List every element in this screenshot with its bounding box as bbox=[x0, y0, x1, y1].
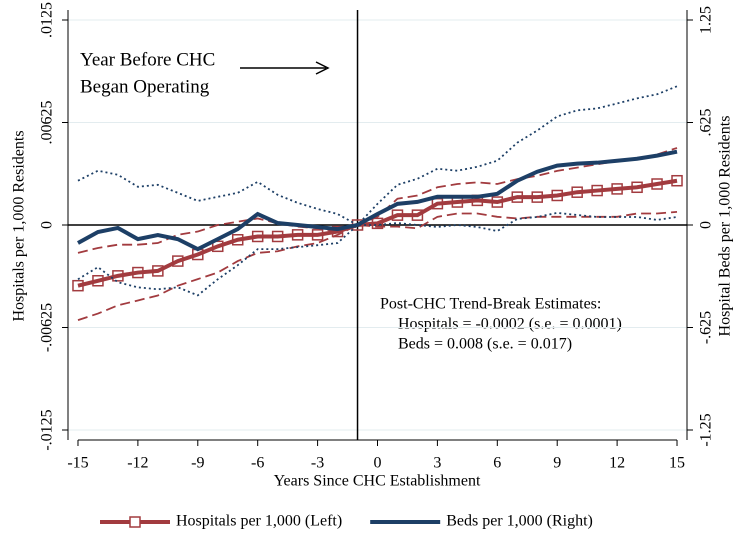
marker bbox=[112, 270, 124, 282]
y-tick-label: .0125 bbox=[39, 2, 56, 38]
marker bbox=[551, 189, 563, 202]
series-line bbox=[77, 210, 678, 321]
marker bbox=[571, 186, 583, 198]
marker bbox=[631, 181, 643, 194]
marker bbox=[132, 266, 144, 279]
annotation: Year Before CHC bbox=[80, 49, 215, 70]
marker bbox=[271, 230, 284, 243]
marker bbox=[651, 178, 663, 190]
series-line bbox=[77, 178, 678, 288]
annotation: Began Operating bbox=[80, 76, 210, 97]
marker bbox=[411, 209, 424, 221]
y2-tick-label: 1.25 bbox=[698, 6, 715, 34]
marker bbox=[311, 229, 324, 241]
marker bbox=[291, 229, 304, 241]
x-tick-label: 9 bbox=[553, 455, 561, 472]
marker bbox=[251, 230, 264, 243]
marker bbox=[611, 183, 623, 195]
x-tick-label: 12 bbox=[609, 455, 625, 472]
marker bbox=[531, 191, 543, 203]
marker bbox=[92, 275, 104, 287]
y2-tick-label: 0 bbox=[698, 221, 715, 229]
x-tick-label: -12 bbox=[127, 455, 148, 472]
marker bbox=[491, 196, 504, 208]
annotation: Post-CHC Trend-Break Estimates: bbox=[380, 296, 601, 313]
marker bbox=[231, 234, 244, 246]
y-axis-title: Hospitals per 1,000 Residents bbox=[11, 130, 28, 321]
x-axis-title: Years Since CHC Establishment bbox=[274, 473, 481, 490]
y2-tick-label: -.625 bbox=[698, 311, 715, 344]
legend-label: Beds per 1,000 (Right) bbox=[446, 513, 593, 530]
series-line bbox=[77, 149, 678, 252]
annotation: Hospitals = -0.0002 (s.e. = 0.0001) bbox=[398, 316, 622, 333]
x-tick-label: -15 bbox=[67, 455, 88, 472]
y2-axis-title: Hospital Beds per 1,000 Residents bbox=[717, 116, 734, 337]
marker bbox=[152, 265, 164, 277]
y-tick-label: .00625 bbox=[39, 101, 56, 145]
marker bbox=[671, 174, 683, 187]
x-tick-label: 15 bbox=[669, 455, 685, 472]
marker bbox=[391, 209, 404, 221]
y2-tick-label: .625 bbox=[698, 109, 715, 137]
y2-tick-label: -1.25 bbox=[698, 413, 715, 446]
marker bbox=[72, 279, 84, 292]
series-line bbox=[77, 147, 678, 254]
marker bbox=[591, 184, 603, 197]
marker bbox=[511, 191, 524, 203]
y-tick-label: -.0125 bbox=[39, 409, 56, 450]
marker bbox=[371, 217, 384, 230]
x-tick-label: -6 bbox=[251, 455, 264, 472]
x-tick-label: 3 bbox=[433, 455, 441, 472]
series-line bbox=[77, 85, 678, 227]
x-tick-label: 6 bbox=[493, 455, 501, 472]
y-tick-label: -.00625 bbox=[39, 303, 56, 352]
x-tick-label: -9 bbox=[191, 455, 204, 472]
y-tick-label: 0 bbox=[39, 221, 56, 229]
legend-label: Hospitals per 1,000 (Left) bbox=[176, 513, 342, 530]
arrow-head bbox=[315, 61, 330, 75]
legend-marker bbox=[129, 516, 141, 528]
annotation: Beds = 0.008 (s.e. = 0.017) bbox=[398, 336, 572, 353]
x-tick-label: -3 bbox=[311, 455, 324, 472]
marker bbox=[172, 255, 184, 267]
x-tick-label: 0 bbox=[374, 455, 382, 472]
